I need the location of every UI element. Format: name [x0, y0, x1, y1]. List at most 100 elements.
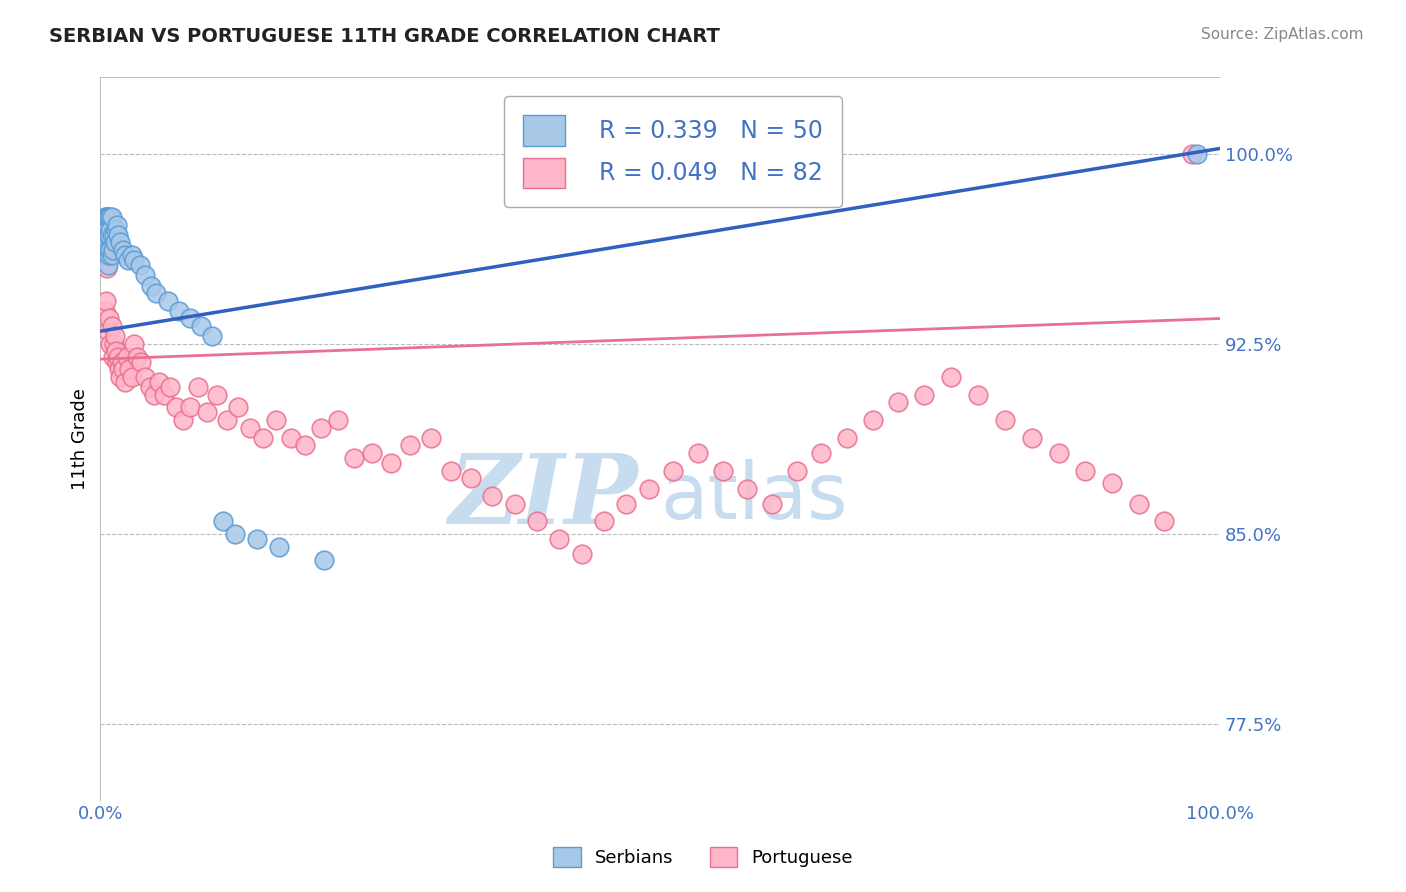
Point: [105, 222, 128, 236]
Point: [1187, 146, 1209, 161]
Point: [128, 258, 150, 272]
Point: [159, 380, 181, 394]
Point: [912, 387, 935, 401]
Point: [148, 375, 170, 389]
Point: [314, 552, 336, 566]
Point: [94, 210, 117, 224]
Text: SERBIAN VS PORTUGUESE 11TH GRADE CORRELATION CHART: SERBIAN VS PORTUGUESE 11TH GRADE CORRELA…: [49, 27, 720, 45]
Point: [101, 243, 124, 257]
Point: [134, 268, 156, 283]
Point: [100, 210, 122, 224]
Point: [252, 431, 274, 445]
Point: [1074, 464, 1097, 478]
Point: [122, 337, 145, 351]
Point: [143, 387, 166, 401]
Point: [280, 431, 302, 445]
Point: [94, 210, 117, 224]
Point: [1101, 476, 1123, 491]
Point: [96, 235, 118, 250]
Point: [98, 210, 121, 224]
Point: [101, 350, 124, 364]
Point: [94, 218, 117, 232]
Point: [98, 248, 121, 262]
Point: [97, 258, 120, 272]
Point: [145, 286, 167, 301]
Point: [548, 533, 571, 547]
Point: [107, 227, 129, 242]
Point: [97, 227, 120, 242]
Point: [105, 344, 128, 359]
Point: [117, 253, 139, 268]
Point: [93, 222, 115, 236]
Point: [104, 235, 127, 250]
Point: [111, 354, 134, 368]
Point: [96, 260, 118, 275]
Point: [103, 337, 125, 351]
Point: [114, 375, 136, 389]
Point: [835, 431, 858, 445]
Point: [264, 413, 287, 427]
Point: [380, 456, 402, 470]
Point: [637, 482, 659, 496]
Point: [97, 210, 120, 224]
Point: [100, 243, 122, 257]
Point: [121, 369, 143, 384]
Point: [887, 395, 910, 409]
Point: [1181, 146, 1204, 161]
Point: [172, 413, 194, 427]
Point: [105, 218, 128, 232]
Point: [96, 222, 118, 236]
Point: [440, 464, 463, 478]
Point: [91, 248, 114, 262]
Point: [786, 464, 808, 478]
Point: [153, 387, 176, 401]
Point: [138, 380, 160, 394]
Point: [105, 354, 128, 368]
Point: [939, 369, 962, 384]
Point: [156, 293, 179, 308]
Point: [94, 235, 117, 250]
Point: [967, 387, 990, 401]
Point: [1153, 515, 1175, 529]
Point: [129, 354, 152, 368]
Text: atlas: atlas: [659, 458, 848, 535]
Point: [100, 248, 122, 262]
Point: [94, 304, 117, 318]
Text: ZIP: ZIP: [449, 450, 638, 544]
Point: [96, 210, 118, 224]
Point: [737, 482, 759, 496]
Point: [215, 413, 238, 427]
Point: [111, 243, 134, 257]
Point: [103, 227, 125, 242]
Point: [97, 324, 120, 338]
Point: [122, 253, 145, 268]
Legend:   R = 0.339   N = 50,   R = 0.049   N = 82: R = 0.339 N = 50, R = 0.049 N = 82: [503, 96, 842, 207]
Point: [100, 222, 122, 236]
Point: [190, 319, 212, 334]
Text: Source: ZipAtlas.com: Source: ZipAtlas.com: [1201, 27, 1364, 42]
Point: [269, 540, 291, 554]
Point: [179, 401, 201, 415]
Point: [1021, 431, 1043, 445]
Point: [100, 337, 122, 351]
Point: [134, 369, 156, 384]
Point: [127, 350, 149, 364]
Point: [526, 515, 548, 529]
Point: [94, 293, 117, 308]
Point: [118, 362, 141, 376]
Point: [616, 497, 638, 511]
Point: [810, 446, 832, 460]
Point: [205, 387, 228, 401]
Y-axis label: 11th Grade: 11th Grade: [72, 388, 89, 490]
Point: [326, 413, 349, 427]
Point: [108, 362, 131, 376]
Point: [239, 420, 262, 434]
Point: [179, 311, 201, 326]
Point: [481, 489, 503, 503]
Point: [361, 446, 384, 460]
Point: [503, 497, 526, 511]
Point: [139, 278, 162, 293]
Point: [761, 497, 783, 511]
Point: [309, 420, 332, 434]
Point: [195, 405, 218, 419]
